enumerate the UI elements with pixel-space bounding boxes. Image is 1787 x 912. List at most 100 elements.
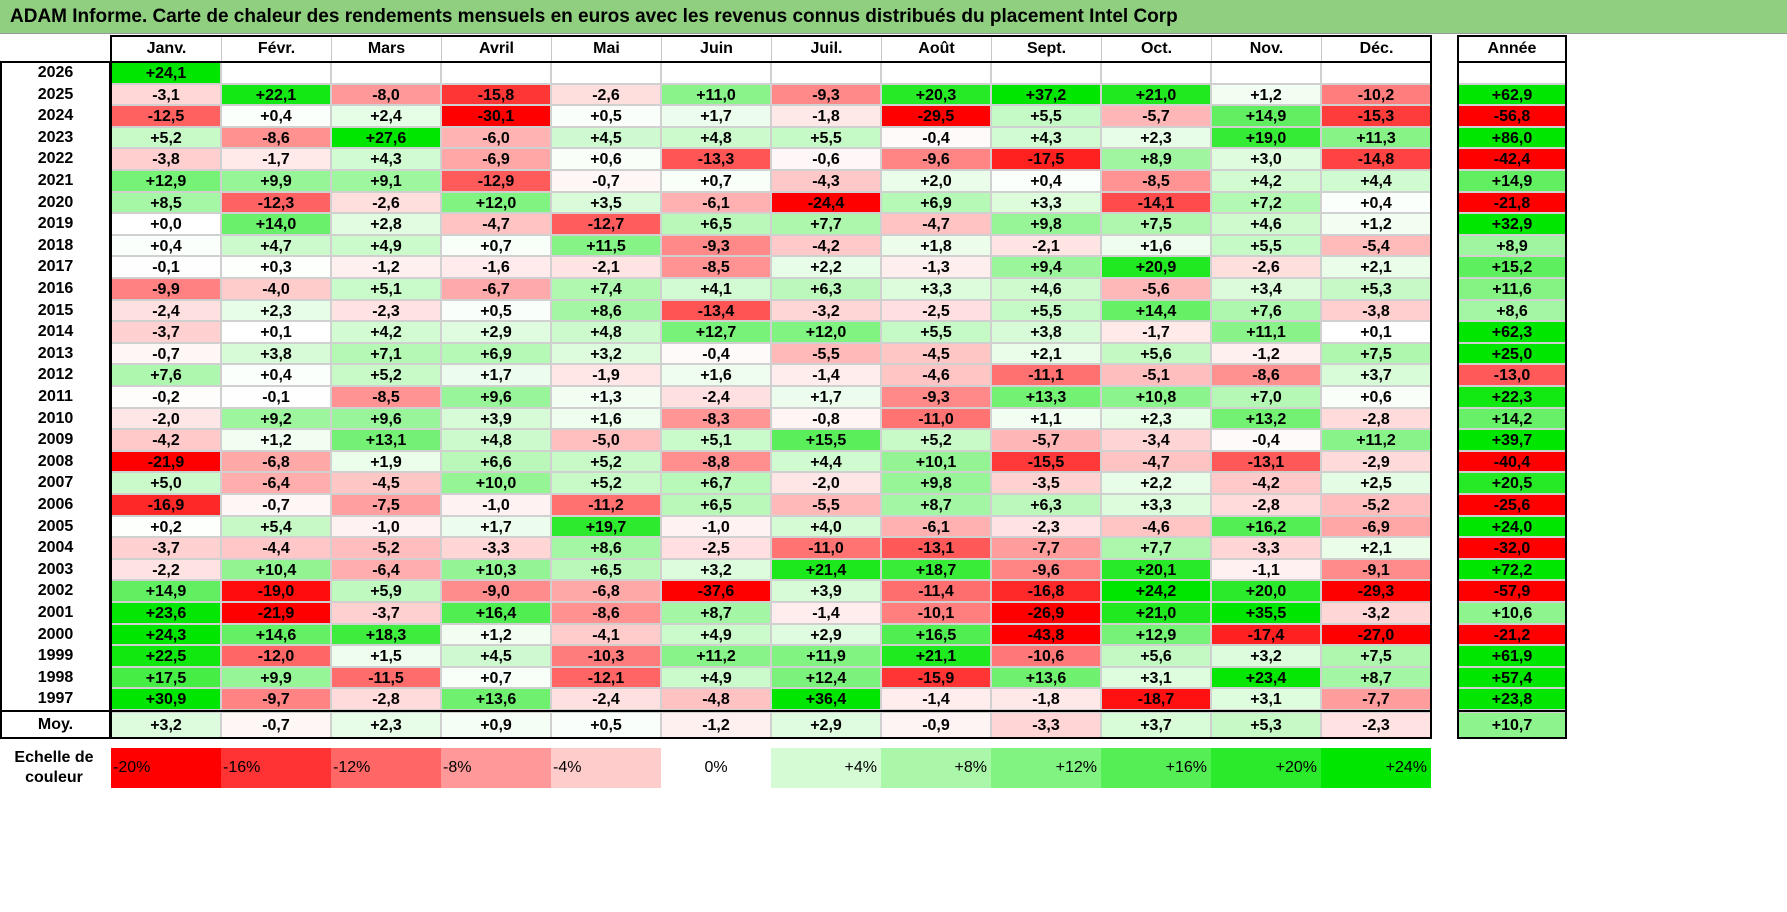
- heatmap-cell: +23,4: [1211, 666, 1321, 689]
- heatmap-cell: -9,3: [661, 234, 771, 257]
- heatmap-cell: [1211, 62, 1321, 84]
- heatmap-cell: -18,7: [1101, 688, 1211, 710]
- year-label: 2025: [37, 85, 74, 103]
- annual-cell: +23,8: [1458, 688, 1566, 710]
- annual-cell: -42,4: [1458, 148, 1566, 170]
- heatmap-cell: -2,8: [1211, 494, 1321, 516]
- legend-swatch: +12%: [991, 748, 1101, 788]
- heatmap-cell: -30,1: [441, 105, 551, 127]
- heatmap-cell: -1,9: [551, 364, 661, 386]
- legend-title: Echelle de couleur: [14, 749, 94, 786]
- annual-cell: +32,9: [1458, 213, 1566, 235]
- heatmap-cell: -1,3: [881, 256, 991, 278]
- heatmap-cell: -4,0: [221, 278, 331, 300]
- heatmap-cell: +3,9: [771, 580, 881, 602]
- heatmap-cell: -4,8: [661, 688, 771, 710]
- year-label: 2020: [37, 193, 74, 211]
- heatmap-cell: +21,1: [881, 645, 991, 667]
- heatmap-cell: +0,1: [1321, 321, 1431, 343]
- heatmap-cell: +9,9: [221, 666, 331, 689]
- heatmap-cell: +21,4: [771, 558, 881, 581]
- heatmap-cell: -0,4: [1211, 429, 1321, 451]
- heatmap-cell: +14,4: [1101, 299, 1211, 322]
- heatmap-cell: +0,7: [661, 170, 771, 192]
- heatmap-cell: -0,6: [771, 148, 881, 170]
- heatmap-cell: +2,8: [331, 213, 441, 235]
- year-label: 2016: [37, 280, 74, 297]
- heatmap-cell: -4,7: [881, 213, 991, 235]
- heatmap-cell: +1,3: [551, 386, 661, 408]
- heatmap-cell: +1,2: [1321, 213, 1431, 235]
- heatmap-cell: -10,2: [1321, 83, 1431, 106]
- heatmap-cell: -5,4: [1321, 234, 1431, 257]
- heatmap-cell: +3,1: [1101, 666, 1211, 689]
- year-label: 2019: [37, 215, 74, 233]
- heatmap-cell: [331, 62, 441, 84]
- heatmap-cell: +3,2: [551, 342, 661, 365]
- heatmap-cell: +2,3: [1101, 407, 1211, 430]
- annual-cell: -21,8: [1458, 191, 1566, 214]
- heatmap-cell: +4,9: [661, 666, 771, 689]
- heatmap-cell: +1,2: [1211, 83, 1321, 106]
- heatmap-cell: +4,1: [661, 278, 771, 300]
- heatmap-cell: -6,9: [1321, 515, 1431, 538]
- heatmap-cell: -5,5: [771, 342, 881, 365]
- heatmap-cell: +8,7: [661, 602, 771, 624]
- heatmap-cell: +6,9: [441, 342, 551, 365]
- heatmap-cell: -0,7: [551, 170, 661, 192]
- heatmap-cell: -17,5: [991, 148, 1101, 170]
- heatmap-cell: -2,6: [1211, 256, 1321, 278]
- year-label: 2001: [37, 604, 74, 621]
- average-cell: -1,2: [661, 712, 771, 738]
- heatmap-cell: -3,8: [111, 148, 221, 170]
- annual-cell: +62,9: [1458, 83, 1566, 106]
- heatmap-cell: -5,5: [771, 494, 881, 516]
- heatmap-cell: +1,6: [661, 364, 771, 386]
- heatmap-cell: -1,0: [661, 515, 771, 538]
- heatmap-cell: -8,5: [661, 256, 771, 278]
- heatmap-cell: +8,6: [551, 299, 661, 322]
- heatmap-cell: -2,8: [331, 688, 441, 710]
- heatmap-cell: +14,6: [221, 623, 331, 646]
- heatmap-cell: -1,4: [771, 364, 881, 386]
- average-cell: +3,7: [1101, 712, 1211, 738]
- legend-swatch: 0%: [661, 748, 771, 788]
- heatmap-cell: -4,4: [221, 537, 331, 559]
- heatmap-cell: +4,8: [441, 429, 551, 451]
- heatmap-cell: +14,0: [221, 213, 331, 235]
- heatmap-cell: -4,7: [1101, 450, 1211, 473]
- heatmap-cell: -6,9: [441, 148, 551, 170]
- heatmap-cell: +2,2: [771, 256, 881, 278]
- heatmap-cell: +21,0: [1101, 83, 1211, 106]
- heatmap-cell: -9,6: [881, 148, 991, 170]
- heatmap-cell: -7,5: [331, 494, 441, 516]
- year-label: 2009: [37, 431, 74, 449]
- heatmap-cell: +3,3: [991, 191, 1101, 214]
- heatmap-cell: -3,5: [991, 472, 1101, 494]
- year-label: 2006: [37, 496, 74, 513]
- heatmap-cell: -8,6: [221, 126, 331, 149]
- heatmap-cell: +5,6: [1101, 645, 1211, 667]
- heatmap-cell: +13,2: [1211, 407, 1321, 430]
- heatmap-cell: -5,2: [331, 537, 441, 559]
- heatmap-cell: -11,4: [881, 580, 991, 602]
- heatmap-cell: -6,8: [551, 580, 661, 602]
- legend-swatch: -8%: [441, 748, 551, 788]
- heatmap-cell: -1,8: [771, 105, 881, 127]
- heatmap-cell: +4,5: [551, 126, 661, 149]
- heatmap-cell: -5,2: [1321, 494, 1431, 516]
- heatmap-cell: -4,3: [771, 170, 881, 192]
- heatmap-cell: -4,7: [441, 213, 551, 235]
- heatmap-cell: -17,4: [1211, 623, 1321, 646]
- heatmap-cell: -9,1: [1321, 558, 1431, 581]
- month-header: Juil.: [771, 36, 881, 62]
- heatmap-cell: +0,4: [991, 170, 1101, 192]
- heatmap-cell: +1,2: [441, 623, 551, 646]
- annual-cell: +14,9: [1458, 170, 1566, 192]
- heatmap-cell: [991, 62, 1101, 84]
- heatmap-cell: +2,9: [441, 321, 551, 343]
- heatmap-cell: +1,7: [771, 386, 881, 408]
- year-label: 2008: [37, 452, 74, 470]
- heatmap-cell: -8,6: [551, 602, 661, 624]
- average-cell: +0,5: [551, 712, 661, 738]
